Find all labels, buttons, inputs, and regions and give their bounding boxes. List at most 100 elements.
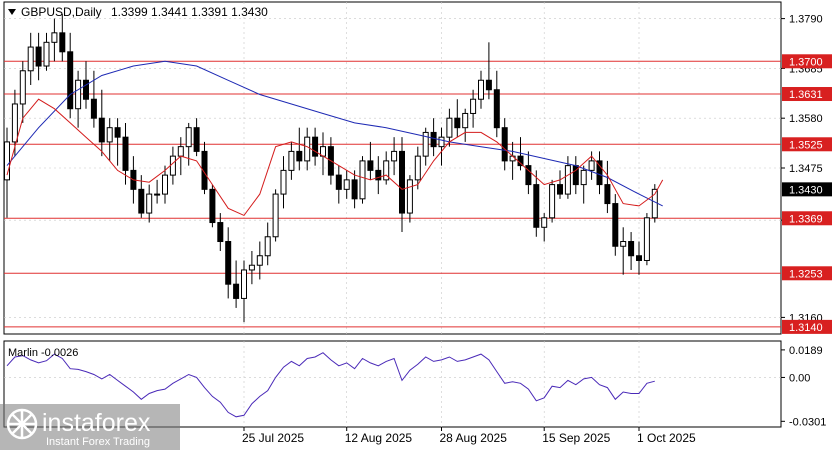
watermark-brand: instaforex — [42, 409, 151, 437]
price-tick-label: 1.3475 — [789, 163, 823, 175]
candle — [146, 184, 153, 223]
candle-body — [83, 79, 89, 100]
candle-body — [383, 160, 390, 181]
candle — [304, 127, 311, 171]
candle — [470, 89, 477, 128]
candle-body — [75, 79, 82, 110]
candle-body — [462, 112, 469, 129]
candle-body — [406, 179, 413, 214]
candle-body — [51, 32, 58, 43]
candle-body — [264, 236, 271, 257]
candle — [414, 146, 421, 190]
candle — [643, 213, 650, 266]
candle-body — [399, 150, 405, 214]
candle-body — [162, 174, 168, 195]
candle — [375, 156, 382, 195]
candle-body — [628, 241, 635, 257]
level-price-box — [782, 87, 832, 102]
candle-body — [43, 41, 50, 67]
candle-body — [367, 160, 374, 171]
symbol-menu-icon[interactable] — [8, 9, 16, 15]
candle-body — [541, 217, 548, 228]
price-tick-label: 1.3580 — [789, 113, 823, 125]
marlin-label: Marlin -0.0026 — [8, 347, 78, 359]
time-tick-label: 25 Jul 2025 — [242, 431, 304, 445]
candle — [446, 108, 453, 147]
candle-body — [564, 165, 571, 195]
candle-body — [11, 103, 18, 143]
candle — [501, 118, 508, 171]
marlin-tick-label: 0.00 — [789, 372, 810, 384]
candle — [296, 127, 303, 171]
candle-body — [154, 193, 161, 196]
candle-body — [414, 155, 421, 181]
candle-body — [430, 131, 437, 148]
candle — [19, 61, 26, 123]
candle — [525, 151, 532, 195]
candle-body — [217, 222, 224, 243]
candle-body — [19, 70, 26, 105]
candle-body — [90, 98, 97, 119]
candle-body — [185, 127, 192, 148]
candle-body — [312, 136, 319, 157]
candle — [406, 175, 413, 223]
candle — [438, 127, 445, 166]
candle-body — [225, 241, 232, 285]
candle — [359, 156, 366, 204]
candle — [493, 70, 500, 138]
candle — [399, 137, 405, 233]
current-price-box — [782, 182, 832, 197]
candle — [43, 32, 50, 71]
candle — [201, 141, 208, 195]
price-tick-label: 1.3790 — [789, 14, 823, 26]
candle-body — [209, 188, 216, 224]
candle — [51, 18, 58, 62]
candle-body — [391, 150, 398, 162]
candle-body — [272, 193, 279, 238]
candle — [59, 13, 66, 62]
candle-body — [454, 117, 461, 129]
candle-body — [351, 179, 358, 200]
candle-body — [296, 150, 303, 162]
grid-lines — [4, 2, 781, 427]
candle-body — [241, 269, 247, 299]
marlin-tick-label: -0.0301 — [789, 416, 826, 428]
candle — [138, 175, 145, 218]
ma-blue-line — [6, 60, 663, 207]
candle — [27, 32, 34, 85]
candle-body — [4, 141, 10, 181]
candle — [225, 227, 232, 299]
candle-body — [549, 184, 556, 219]
horizontal-levels[interactable] — [4, 60, 781, 328]
time-tick-label: 1 Oct 2025 — [637, 431, 696, 445]
candle — [264, 222, 271, 266]
candle — [343, 170, 350, 199]
candle-body — [233, 283, 240, 299]
candle-body — [533, 184, 540, 228]
candle-body — [193, 127, 200, 152]
candle — [391, 137, 398, 176]
candle-body — [59, 32, 66, 53]
candle — [628, 232, 635, 270]
ohlc-values: 1.3399 1.3441 1.3391 1.3430 — [111, 5, 268, 19]
candle — [122, 122, 129, 185]
candle-body — [114, 127, 121, 138]
instaforex-logo-icon — [6, 408, 38, 440]
candle — [162, 165, 168, 204]
candle — [98, 89, 105, 157]
candle-body — [557, 184, 563, 195]
candle-body — [288, 150, 295, 171]
candlestick-series — [4, 13, 658, 323]
current-price-label: 1.3430 — [789, 184, 823, 196]
candle — [312, 127, 319, 166]
candle-body — [304, 136, 311, 162]
candle-body — [201, 150, 208, 190]
ma-red-line — [6, 98, 664, 217]
candle-body — [422, 131, 429, 157]
candle-body — [359, 160, 366, 200]
candle — [604, 160, 611, 214]
candle-body — [509, 155, 516, 162]
candle — [462, 108, 469, 142]
candle-body — [604, 184, 611, 205]
